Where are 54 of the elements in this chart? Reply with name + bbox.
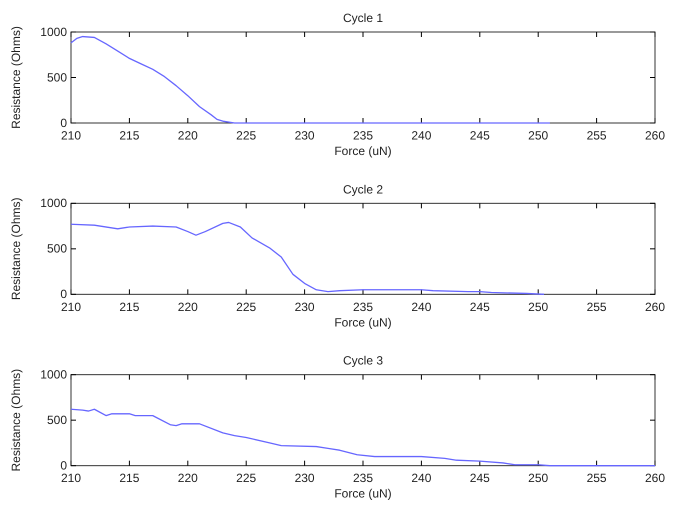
x-tick-label: 260	[644, 471, 666, 486]
x-tick-label: 230	[294, 300, 315, 314]
x-tick-label: 240	[411, 300, 432, 314]
x-tick-label: 210	[60, 128, 82, 143]
x-tick-label: 260	[644, 300, 666, 314]
y-axis-title: Resistance (Ohms)	[9, 197, 23, 300]
x-axis-title: Force (uN)	[334, 144, 392, 158]
x-axis-title: Force (uN)	[334, 486, 392, 501]
x-tick-label: 220	[178, 128, 198, 143]
line-series	[70, 408, 656, 466]
x-tick-label: 250	[528, 128, 549, 143]
y-axis-title: Resistance (Ohms)	[9, 26, 23, 129]
x-tick-label: 230	[294, 128, 315, 143]
chart-title: Cycle 2	[342, 182, 384, 196]
y-tick-label: 500	[46, 413, 68, 428]
x-tick-label: 245	[470, 128, 490, 143]
x-tick-label: 225	[236, 300, 257, 314]
x-tick-label: 220	[178, 471, 198, 486]
x-tick-label: 255	[586, 128, 607, 143]
y-tick-label: 0	[60, 458, 68, 473]
x-axis-title: Force (uN)	[334, 315, 392, 330]
x-tick-label: 215	[119, 128, 140, 143]
x-tick-label: 230	[294, 471, 315, 486]
y-tick-label: 1000	[40, 24, 68, 39]
x-tick-label: 250	[528, 300, 549, 314]
x-tick-label: 215	[119, 471, 140, 486]
line-series	[70, 36, 551, 124]
x-tick-label: 235	[352, 128, 374, 143]
x-tick-label: 235	[352, 300, 374, 314]
x-tick-label: 260	[644, 128, 666, 143]
x-tick-label: 245	[470, 300, 490, 314]
x-tick-label: 220	[178, 300, 198, 314]
y-axis-title: Resistance (Ohms)	[9, 368, 23, 472]
x-tick-label: 255	[586, 300, 607, 314]
x-tick-label: 210	[60, 471, 82, 486]
y-tick-label: 0	[60, 116, 68, 130]
x-tick-label: 255	[586, 471, 607, 486]
y-tick-label: 1000	[40, 368, 68, 382]
x-tick-label: 245	[470, 471, 490, 486]
y-tick-label: 500	[46, 70, 68, 84]
y-tick-label: 500	[46, 242, 68, 256]
x-tick-label: 225	[236, 128, 257, 143]
line-series	[70, 222, 545, 295]
x-tick-label: 225	[236, 471, 257, 486]
x-tick-label: 250	[528, 471, 549, 486]
x-tick-label: 240	[411, 128, 432, 143]
y-tick-label: 1000	[40, 196, 68, 210]
x-tick-label: 215	[119, 300, 140, 314]
x-tick-label: 210	[60, 300, 82, 314]
x-tick-label: 235	[352, 471, 374, 486]
x-tick-label: 240	[411, 471, 432, 486]
chart-title: Cycle 1	[342, 11, 384, 25]
y-tick-label: 0	[60, 287, 68, 302]
chart-title: Cycle 3	[342, 354, 384, 368]
